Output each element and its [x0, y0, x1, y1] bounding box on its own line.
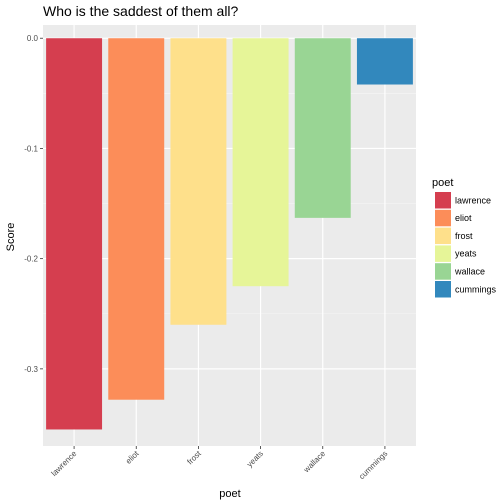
y-tick-label: -0.1	[24, 144, 38, 153]
x-tick-label: wallace	[301, 449, 327, 475]
legend-key-frost	[435, 228, 451, 245]
legend-title: poet	[432, 177, 453, 189]
legend: poet lawrence eliot frost yeats wallace cummi…	[432, 177, 497, 298]
legend-label: lawrence	[455, 195, 491, 205]
plot-area: 0.0 -0.1 -0.2 -0.3 lawrence eliot frost yeats wa…	[24, 25, 416, 481]
x-tick-label: yeats	[245, 449, 265, 469]
y-axis-title: Score	[5, 223, 17, 252]
legend-label: eliot	[455, 213, 472, 223]
legend-key-lawrence	[435, 192, 451, 209]
y-tick-label: -0.3	[24, 365, 38, 374]
bar-yeats	[233, 38, 289, 286]
x-tick-label: eliot	[124, 449, 141, 466]
legend-label: frost	[455, 231, 473, 241]
bar-wallace	[295, 38, 351, 218]
bar-frost	[170, 38, 226, 325]
x-tick-label: lawrence	[49, 449, 78, 478]
y-tick-label: 0.0	[27, 34, 39, 43]
y-tick-label: -0.2	[24, 255, 38, 264]
bar-eliot	[108, 38, 164, 399]
bar-cummings	[357, 38, 413, 84]
legend-label: wallace	[454, 266, 485, 276]
legend-key-cummings	[435, 281, 451, 298]
x-tick-label: cummings	[357, 449, 389, 481]
legend-key-eliot	[435, 210, 451, 227]
chart-title: Who is the saddest of them all?	[43, 3, 239, 19]
legend-key-yeats	[435, 245, 451, 262]
legend-key-wallace	[435, 263, 451, 280]
x-axis-title: poet	[219, 488, 240, 500]
x-tick-label: frost	[185, 449, 203, 467]
legend-label: yeats	[455, 249, 477, 259]
bar-lawrence	[46, 38, 102, 429]
legend-label: cummings	[455, 284, 497, 294]
